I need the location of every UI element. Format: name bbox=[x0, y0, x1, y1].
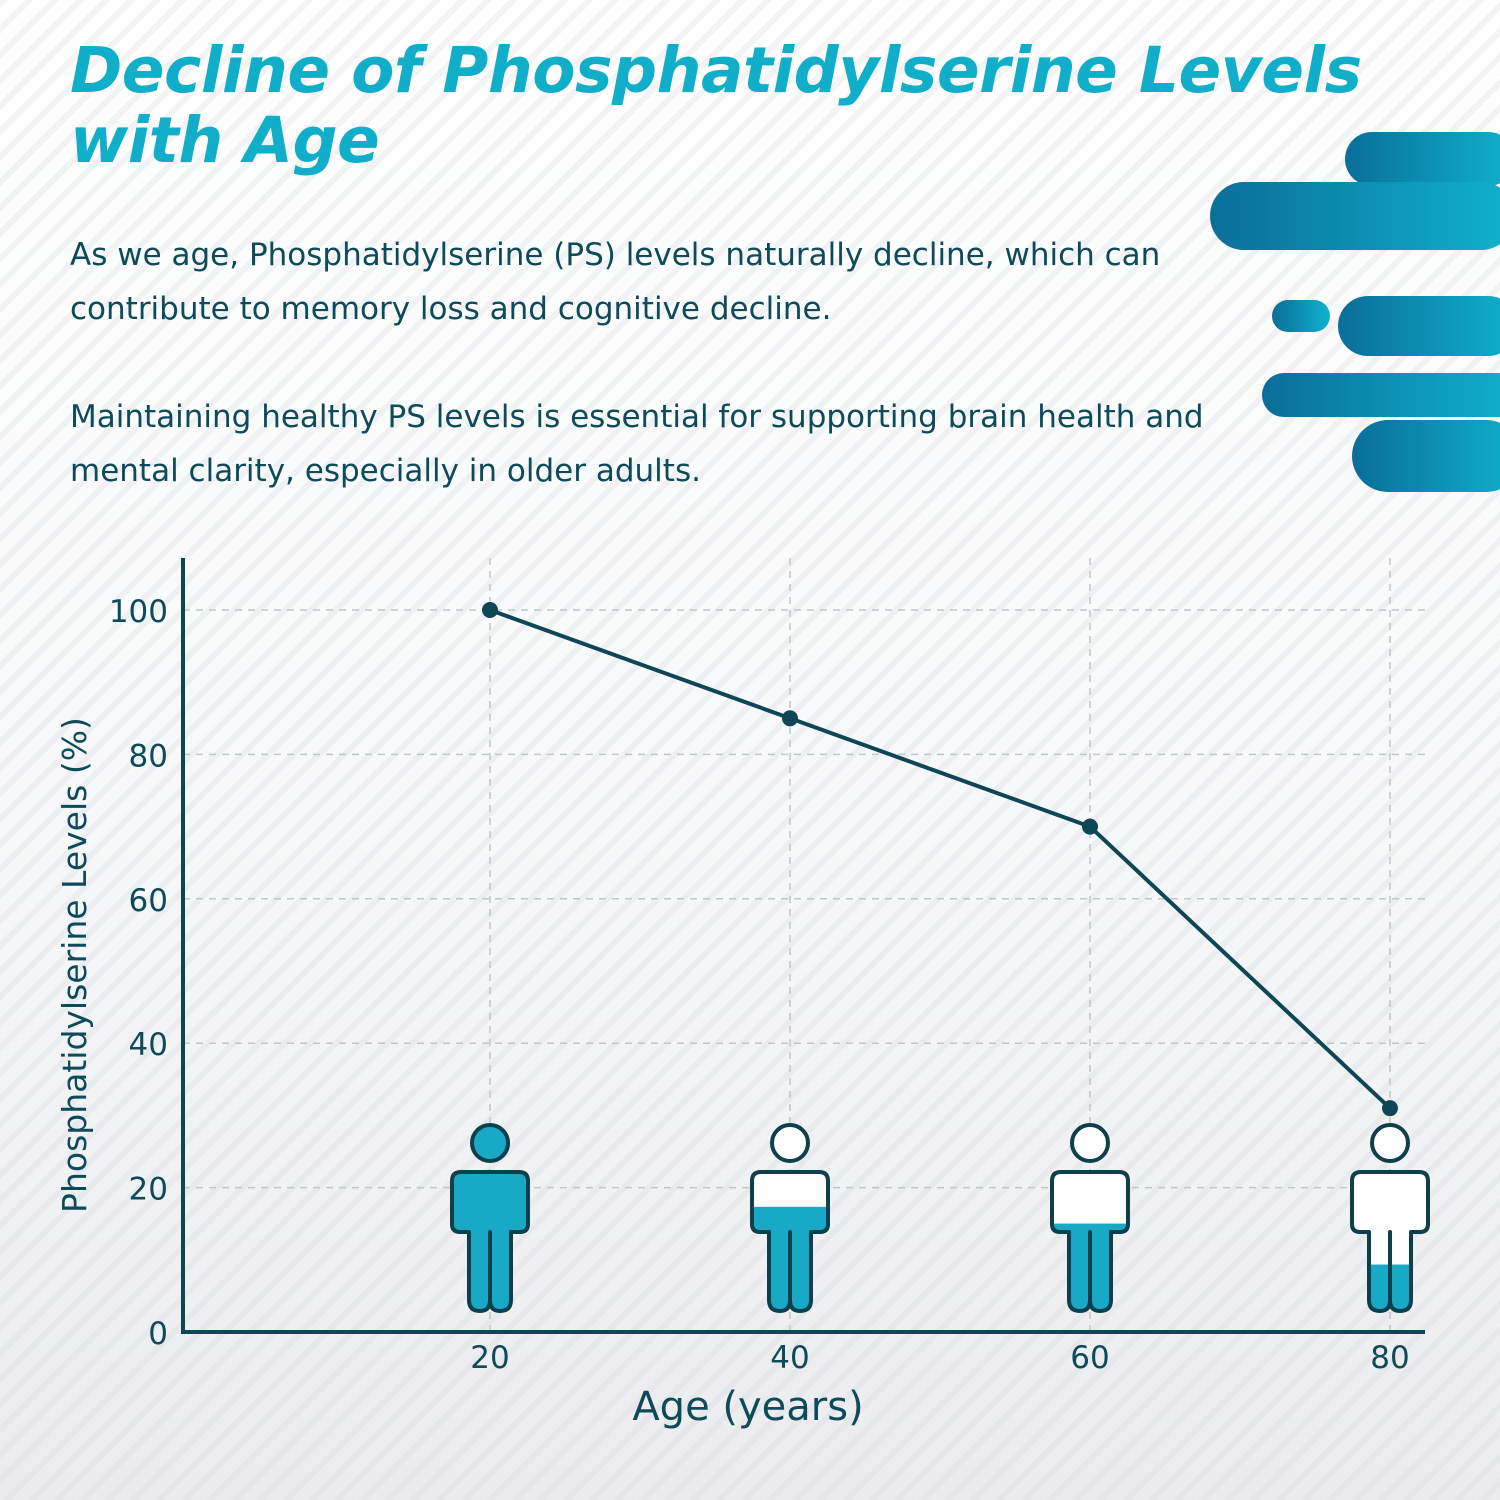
person-head-outline bbox=[1069, 1123, 1111, 1163]
y-tick-label: 80 bbox=[129, 738, 168, 774]
swoosh-decoration-icon bbox=[1210, 132, 1500, 492]
intro-paragraph: As we age, Phosphatidylserine (PS) level… bbox=[70, 237, 1161, 327]
x-tick-label: 20 bbox=[470, 1340, 509, 1376]
person-head-outline bbox=[769, 1123, 811, 1163]
person-head-base bbox=[772, 1125, 808, 1161]
y-tick-label: 60 bbox=[129, 883, 168, 919]
swoosh-stripe bbox=[1352, 420, 1500, 492]
x-axis-label: Age (years) bbox=[632, 1384, 863, 1430]
x-tick-label: 60 bbox=[1070, 1340, 1109, 1376]
person-icon bbox=[750, 1123, 830, 1313]
y-tick-label: 100 bbox=[109, 594, 168, 630]
y-axis-label: Phosphatidylserine Levels (%) bbox=[55, 717, 94, 1213]
swoosh-stripe bbox=[1210, 182, 1500, 250]
data-point bbox=[782, 710, 798, 727]
y-tick-label: 40 bbox=[129, 1027, 168, 1063]
person-body-outline bbox=[450, 1170, 530, 1313]
y-tick-labels: 0 20 40 60 80 100 bbox=[109, 594, 168, 1352]
person-head-base bbox=[1372, 1125, 1408, 1161]
person-body-outline bbox=[1350, 1170, 1430, 1313]
data-point bbox=[1382, 1100, 1398, 1117]
swoosh-stripe bbox=[1345, 132, 1500, 186]
person-head-outline bbox=[469, 1123, 511, 1163]
data-point bbox=[1082, 818, 1098, 835]
person-icon bbox=[450, 1123, 530, 1313]
person-icon bbox=[1350, 1123, 1430, 1313]
ps-level-line bbox=[489, 608, 1392, 1110]
person-head-outline bbox=[1369, 1123, 1411, 1163]
person-body-outline bbox=[1050, 1170, 1130, 1313]
x-tick-labels: 20 40 60 80 bbox=[470, 1340, 1409, 1376]
page-title: Decline of Phosphatidylserine Levels wit… bbox=[70, 34, 1362, 177]
y-tick-label: 20 bbox=[129, 1172, 168, 1208]
x-tick-label: 40 bbox=[770, 1340, 809, 1376]
person-head-base bbox=[1072, 1125, 1108, 1161]
x-tick-label: 80 bbox=[1370, 1340, 1409, 1376]
y-tick-label: 0 bbox=[148, 1316, 168, 1352]
swoosh-stripe bbox=[1262, 373, 1500, 417]
swoosh-dot bbox=[1272, 300, 1330, 332]
data-points bbox=[482, 602, 1398, 1117]
person-icon bbox=[1050, 1123, 1130, 1313]
swoosh-stripe bbox=[1338, 296, 1500, 356]
person-body-outline bbox=[750, 1170, 830, 1313]
person-figures bbox=[450, 1123, 1430, 1313]
benefit-paragraph: Maintaining healthy PS levels is essenti… bbox=[70, 399, 1204, 489]
data-point bbox=[482, 602, 498, 618]
